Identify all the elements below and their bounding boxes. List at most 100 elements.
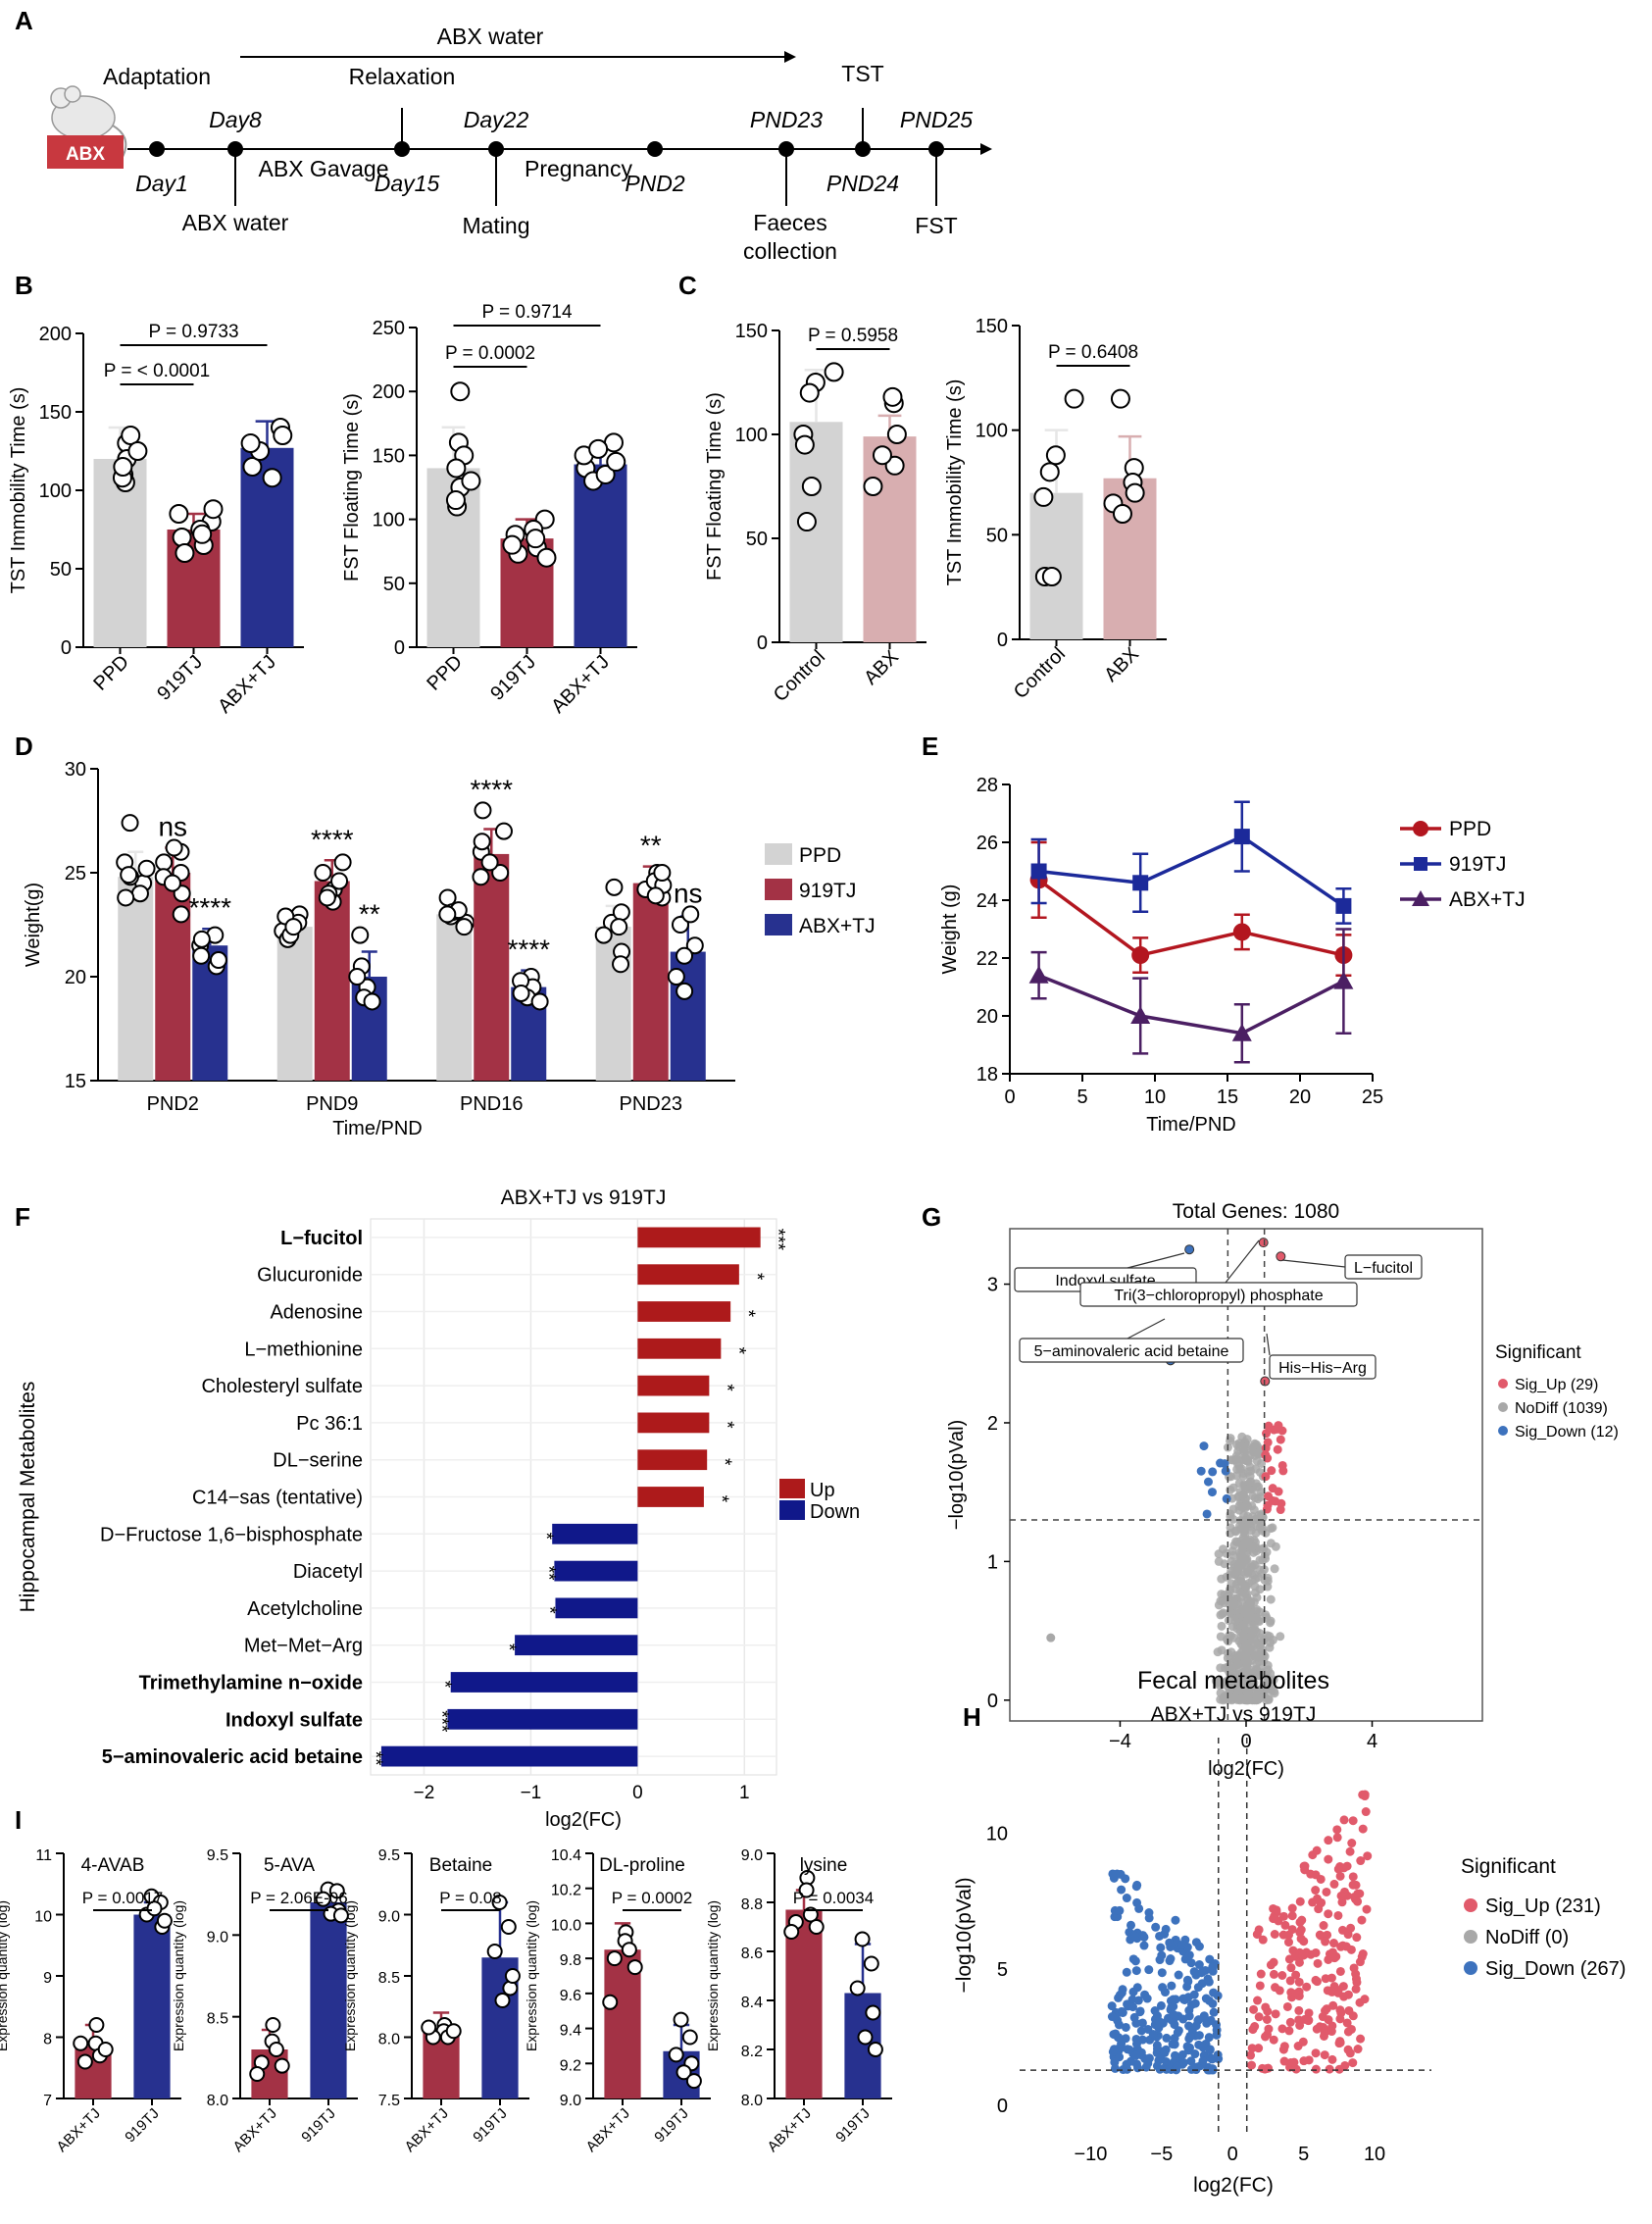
point-sig-up (1254, 2012, 1264, 2022)
point-nodiff (1229, 1541, 1239, 1550)
significance-stars: * (538, 1606, 559, 1614)
data-point (332, 1907, 349, 1924)
p-value-label: P = 0.0034 (793, 1889, 874, 1907)
x-tick-label: ABX (1100, 643, 1143, 686)
point-sig-up (1273, 1444, 1282, 1454)
point-sig-down (1160, 2047, 1170, 2057)
point-nodiff (1266, 1594, 1276, 1604)
data-point (155, 853, 174, 872)
category-label: Adenosine (270, 1302, 363, 1324)
point-sig-up (1332, 1825, 1342, 1835)
point-sig-up (1262, 2014, 1272, 2024)
bar-metabolite (637, 1487, 704, 1507)
point-sig-up (1324, 1854, 1333, 1864)
point-sig-down (1125, 2045, 1134, 2054)
data-point (273, 426, 293, 445)
point-sig-up (1353, 1889, 1363, 1898)
y-axis-title: Expression quantity (log) (342, 1900, 358, 2051)
data-point (526, 529, 546, 549)
label-mating: Mating (462, 213, 529, 238)
marker (1132, 875, 1149, 891)
point-nodiff (1276, 1632, 1285, 1642)
point-sig-up (1324, 1836, 1333, 1845)
data-point (882, 386, 903, 407)
point-nodiff (1229, 1633, 1239, 1643)
p-value-label: P = 0.9714 (481, 302, 573, 323)
y-tick-label: 9.5 (207, 1847, 228, 1864)
data-point (113, 457, 133, 477)
panel-label-e: E (922, 732, 938, 761)
data-point (274, 2057, 290, 2074)
point-sig-up (1284, 2026, 1294, 2036)
point-nodiff (1249, 1447, 1259, 1457)
significance-stars: *** (430, 1710, 451, 1733)
data-point (808, 1919, 825, 1935)
y-tick-label: 50 (383, 574, 405, 595)
x-tick-label: 919TJ (486, 651, 540, 705)
bar-919tj (632, 883, 669, 1081)
point-sig-up (1363, 1851, 1373, 1861)
significance-stars: * (727, 1347, 748, 1355)
legend-title: Significant (1461, 1855, 1556, 1878)
bar-metabolite (637, 1264, 739, 1286)
point-nodiff (1269, 1687, 1278, 1696)
y-tick-label: 8.5 (207, 2011, 228, 2028)
point-sig-down (1161, 1924, 1171, 1934)
point-nodiff (1217, 1645, 1226, 1655)
point-nodiff (1216, 1610, 1226, 1620)
point-nodiff (1245, 1477, 1255, 1487)
x-tick-label: 1 (739, 1783, 750, 1803)
bar-metabolite (637, 1301, 731, 1322)
y-tick-label: 2 (987, 1413, 998, 1435)
data-point (681, 905, 700, 924)
point-sig-up (1335, 1871, 1345, 1881)
bar-metabolite (552, 1523, 638, 1544)
point-sig-up (1322, 1887, 1331, 1896)
callout-label: L−fucitol (1354, 1260, 1413, 1277)
legend-label: PPD (799, 844, 841, 867)
marker (1233, 829, 1250, 845)
point-sig-down (1169, 2009, 1178, 2019)
point-sig-up (1351, 1984, 1361, 1994)
significance-stars: ** (365, 1751, 385, 1766)
data-point (88, 2017, 105, 2033)
x-tick-label: 0 (1004, 1087, 1015, 1108)
point-sig-down (1152, 2061, 1162, 2071)
point-sig-up (1340, 2060, 1350, 2070)
bar-metabolite (450, 1672, 638, 1693)
bar-ppd (118, 877, 154, 1081)
point-sig-down (1167, 1981, 1176, 1991)
point-sig-up (1247, 2044, 1257, 2053)
data-point (450, 381, 471, 402)
legend-label: ABX+TJ (799, 915, 876, 937)
y-tick-label: 10.2 (551, 1883, 581, 1899)
point-nodiff (1255, 1585, 1265, 1594)
point-sig-down (1222, 1493, 1231, 1503)
category-label: D−Fructose 1,6−bisphosphate (100, 1524, 363, 1545)
data-point (268, 2042, 284, 2057)
point-sig-down (1204, 2033, 1214, 2043)
point-sig-up (1294, 2005, 1304, 2015)
point-sig-up (1352, 1933, 1362, 1943)
point-sig-down (1114, 2020, 1124, 2030)
bar-metabolite (637, 1227, 761, 1248)
point-sig-up (1270, 1930, 1279, 1940)
bar-919tj (474, 853, 510, 1081)
point-nodiff (1231, 1471, 1241, 1481)
point-sig-down (1170, 2040, 1179, 2049)
data-point (333, 853, 352, 872)
point-sig-down (1188, 2064, 1198, 2074)
point-nodiff (1226, 1587, 1235, 1596)
data-point (455, 918, 474, 936)
y-tick-label: 8.5 (378, 1970, 400, 1987)
y-tick-label: 250 (373, 318, 405, 339)
chart-i5: 8.0 8.2 8.4 8.6 8.8 9.0 Expression quantity (l… (705, 1847, 892, 2155)
y-tick-label: 9.0 (741, 1847, 763, 1864)
point-sig-up (1262, 1429, 1272, 1439)
x-tick-label: 919TJ (298, 2105, 339, 2147)
point-sig-up (1313, 1958, 1323, 1968)
bar-919tj (155, 873, 191, 1081)
point-sig-down (1186, 1958, 1196, 1968)
point-sig-down (1203, 1477, 1213, 1487)
data-point (314, 864, 332, 882)
